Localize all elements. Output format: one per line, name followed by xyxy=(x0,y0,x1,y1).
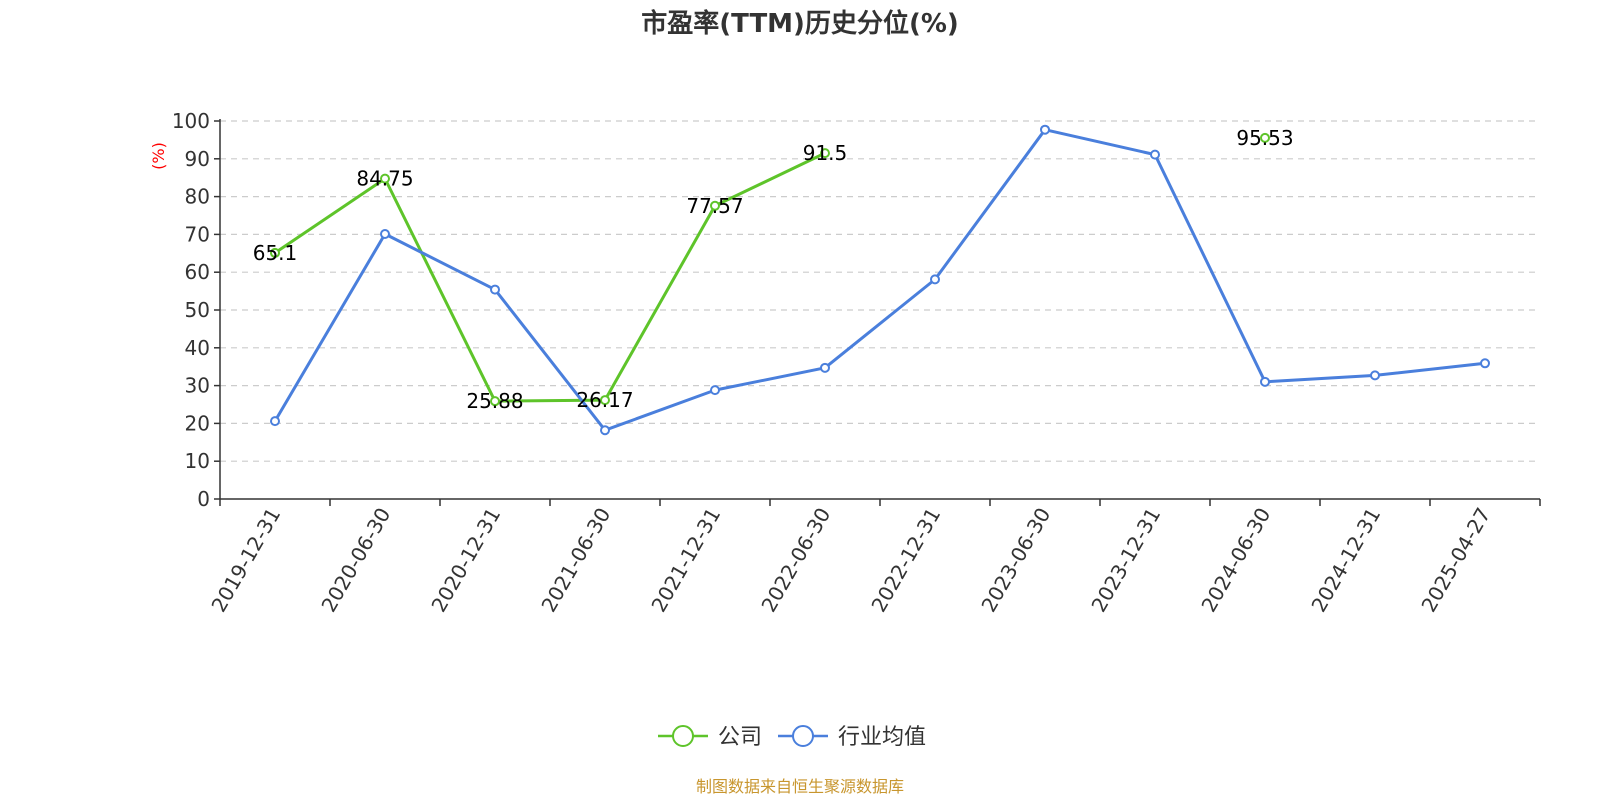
x-tick-label-0: 2019-12-31 xyxy=(206,504,285,617)
series-1-point-3[interactable] xyxy=(600,425,610,436)
series-1-point-11[interactable] xyxy=(1480,358,1490,369)
series-1-point-0[interactable] xyxy=(270,416,280,427)
y-tick-label-7: 70 xyxy=(185,222,210,246)
legend-item-0[interactable]: 公司 xyxy=(658,725,762,750)
series-0-data-label-9: 95.53 xyxy=(1236,126,1293,150)
series-0-line-0 xyxy=(274,151,826,403)
chart-title: 市盈率(TTM)历史分位(%) xyxy=(641,8,959,39)
series-1-line-0 xyxy=(273,128,1486,432)
x-tick-label-7: 2023-06-30 xyxy=(976,504,1055,617)
series-0-data-label-1: 84.75 xyxy=(356,167,413,191)
series-0-data-label-3: 26.17 xyxy=(576,388,633,412)
series-0-point-9[interactable] xyxy=(1260,132,1270,143)
x-tick-label-1: 2020-06-30 xyxy=(316,504,395,617)
source-note: 制图数据来自恒生聚源数据库 xyxy=(696,777,904,796)
series-1-point-5[interactable] xyxy=(820,362,830,373)
legend-swatch-marker-0 xyxy=(672,725,694,747)
series-1-point-7[interactable] xyxy=(1040,124,1050,135)
legend-swatch-marker-1 xyxy=(792,725,814,747)
series-0-point-0[interactable] xyxy=(270,247,280,258)
y-tick-label-6: 60 xyxy=(185,260,210,284)
series-0-data-label-2: 25.88 xyxy=(466,389,523,413)
legend-label-1: 行业均值 xyxy=(838,725,926,750)
series-1-point-9[interactable] xyxy=(1260,376,1270,387)
series-0-data-label-5: 91.5 xyxy=(803,141,848,165)
series-0-point-5[interactable] xyxy=(820,148,830,159)
series-1-point-6[interactable] xyxy=(930,274,940,285)
y-tick-label-8: 80 xyxy=(185,185,210,209)
series-1-point-4[interactable] xyxy=(710,385,720,396)
series-1-point-8[interactable] xyxy=(1150,149,1160,160)
y-tick-label-3: 30 xyxy=(185,374,210,398)
series-1-point-2[interactable] xyxy=(490,284,500,295)
label-layer: 65.1 84.75 25.88 26.17 77.57 91.5 95.53 xyxy=(253,126,1294,413)
grid-layer xyxy=(220,120,1540,462)
x-tick-label-5: 2022-06-30 xyxy=(756,504,835,617)
x-tick-label-10: 2024-12-31 xyxy=(1306,504,1385,617)
series-1-point-10[interactable] xyxy=(1370,370,1380,381)
series-0-point-1[interactable] xyxy=(380,173,390,184)
y-tick-label-5: 50 xyxy=(185,298,210,322)
x-tick-label-3: 2021-06-30 xyxy=(536,504,615,617)
x-tick-label-8: 2023-12-31 xyxy=(1086,504,1165,617)
y-tick-label-2: 20 xyxy=(185,411,210,435)
legend[interactable]: 公司 行业均值 xyxy=(658,725,926,750)
x-tick-label-11: 2025-04-27 xyxy=(1416,504,1495,617)
y-axis-label: (%) xyxy=(149,142,168,170)
y-tick-label-10: 100 xyxy=(172,109,210,133)
x-tick-label-4: 2021-12-31 xyxy=(646,504,725,617)
y-tick-label-4: 40 xyxy=(185,336,210,360)
x-tick-label-6: 2022-12-31 xyxy=(866,504,945,617)
legend-label-0: 公司 xyxy=(718,725,762,750)
series-0-point-2[interactable] xyxy=(490,396,500,407)
x-tick-label-2: 2020-12-31 xyxy=(426,504,505,617)
series-0-data-label-4: 77.57 xyxy=(686,194,743,218)
y-tick-label-1: 10 xyxy=(185,449,210,473)
legend-item-1[interactable]: 行业均值 xyxy=(778,725,926,750)
y-tick-label-9: 90 xyxy=(185,147,210,171)
series-0-data-label-0: 65.1 xyxy=(253,241,298,265)
series-layer xyxy=(270,124,1490,436)
series-0-point-3[interactable] xyxy=(600,395,610,406)
series-0-point-4[interactable] xyxy=(710,200,720,211)
series-1-point-1[interactable] xyxy=(380,229,390,240)
y-tick-label-0: 0 xyxy=(197,487,210,511)
x-tick-label-9: 2024-06-30 xyxy=(1196,504,1275,617)
